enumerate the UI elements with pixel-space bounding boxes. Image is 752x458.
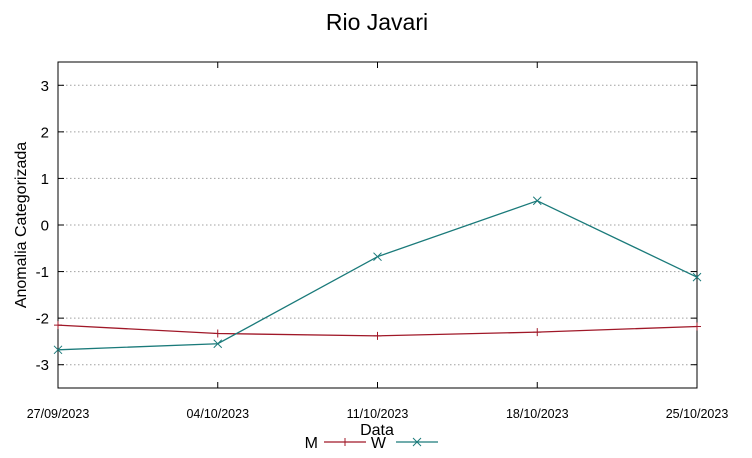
x-tick-label: 18/10/2023 [506,407,569,421]
legend-label: M [305,435,318,452]
x-axis-ticks: 27/09/2023 04/10/2023 11/10/2023 18/10/2023… [27,62,729,421]
series-line-w [57,200,698,351]
legend-marker [341,438,349,446]
y-tick-label: 2 [41,124,49,141]
x-tick-label: 11/10/2023 [347,407,409,421]
x-tick-label: 27/09/2023 [27,407,90,421]
data-point-w [53,345,63,355]
data-point-m [693,322,701,331]
y-tick-label: 3 [41,78,49,95]
chart-title: Rio Javari [326,9,428,35]
data-point-w [213,339,223,349]
y-tick-label: -2 [36,311,49,328]
y-tick-label: 0 [41,218,49,235]
y-tick-label: 1 [41,171,49,188]
grid-lines [58,84,697,366]
x-tick-label: 04/10/2023 [186,407,249,421]
y-axis-label: Anomalia Categorizada [13,142,30,308]
x-axis-label: Data [360,422,394,439]
y-tick-label: -3 [36,357,49,374]
data-point-w [532,196,542,206]
series-w [53,196,702,355]
data-point-w [373,252,382,262]
y-axis-ticks: 3 2 1 0 -1 -2 -3 [36,78,697,374]
data-point-m [54,321,62,330]
data-point-w [692,272,702,282]
data-point-m [373,331,382,340]
legend-marker [412,437,422,447]
x-tick-label: 25/10/2023 [666,407,729,421]
data-point-m [213,329,222,338]
y-tick-label: -1 [36,264,49,281]
series-m [54,321,701,340]
data-point-m [533,328,542,337]
series-group [53,196,702,355]
legend-label: W [371,435,387,452]
